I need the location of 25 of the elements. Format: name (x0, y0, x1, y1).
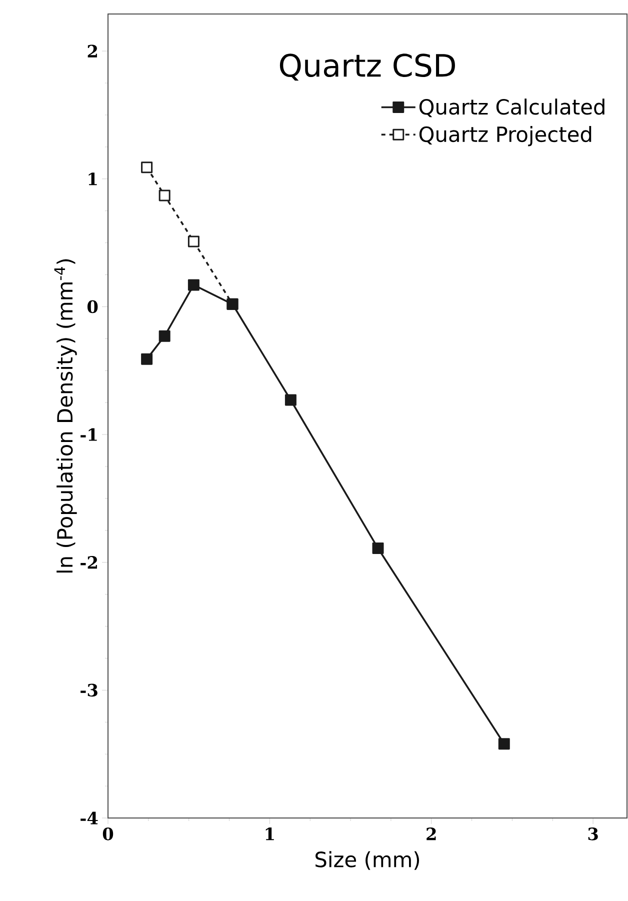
y-tick-label: -1 (80, 428, 98, 441)
point (188, 236, 200, 248)
y-tick-label: -2 (80, 556, 98, 569)
point (159, 330, 171, 342)
point (141, 353, 153, 365)
y-axis-title: ln (Population Density) (mm$^{-4}$) (54, 259, 78, 573)
x-tick-label: 0 (103, 828, 114, 840)
point (141, 162, 153, 174)
text: Quartz CSD (280, 54, 456, 81)
x-tick-label: 1 (266, 828, 274, 840)
point (188, 279, 200, 291)
x-tick-label: 2 (426, 828, 436, 840)
y-tick-label: -4 (80, 812, 98, 824)
x-axis-title: Size (mm) (316, 851, 420, 870)
legend-label: Quartz Projected (420, 126, 592, 146)
point (498, 738, 510, 750)
y-tick-label: 1 (89, 172, 98, 186)
point (159, 190, 171, 202)
point (285, 394, 297, 406)
point (372, 542, 384, 554)
y-tick-label: 0 (88, 300, 98, 314)
legend-label: Quartz Calculated (420, 98, 605, 118)
y-tick-label: 2 (88, 44, 98, 58)
x-tick-label: 3 (588, 828, 598, 840)
y-tick-label: -3 (80, 684, 98, 697)
